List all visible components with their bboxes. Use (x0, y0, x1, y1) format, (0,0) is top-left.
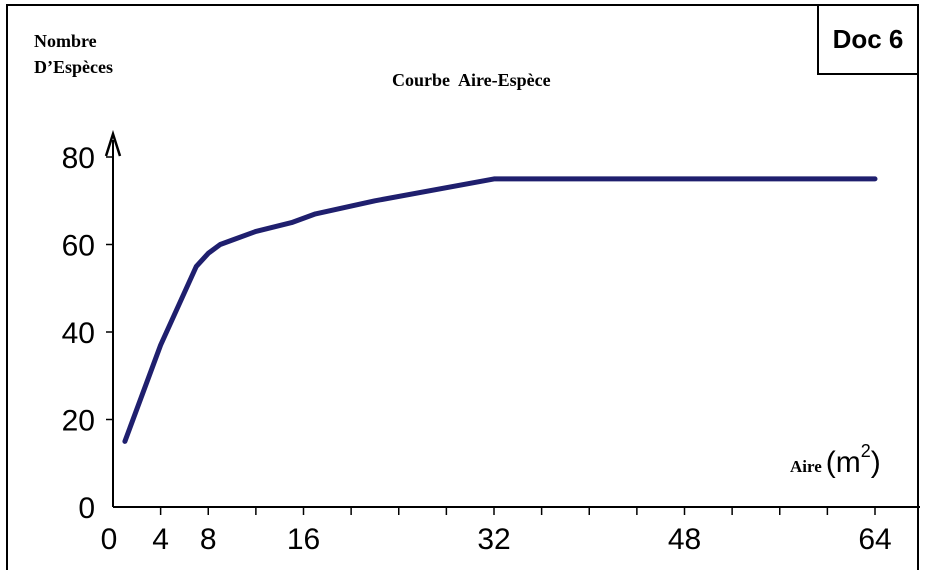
x-tick-label: 8 (200, 523, 217, 556)
y-tick-label: 80 (62, 142, 95, 175)
x-axis-label-text: Aire (790, 457, 822, 476)
y-axis-label-line-1: Nombre (34, 31, 97, 51)
x-tick-label: 48 (668, 523, 701, 556)
y-axis-label: Nombre D’Espèces (34, 28, 113, 80)
x-axis-unit: (m2) (825, 441, 881, 479)
y-tick-label: 0 (78, 492, 95, 525)
doc-label: Doc 6 (817, 4, 919, 75)
x-tick-label: 64 (858, 523, 891, 556)
y-tick-label: 60 (62, 230, 95, 263)
figure-frame (6, 4, 919, 570)
x-axis-unit-close: ) (870, 446, 881, 479)
x-tick-label: 4 (152, 523, 169, 556)
x-tick-label: 32 (477, 523, 510, 556)
x-tick-label: 16 (287, 523, 320, 556)
x-axis-unit-open: (m (825, 446, 861, 479)
x-axis-label: Aire (m2) (790, 441, 881, 480)
y-axis-arrow (104, 129, 122, 157)
series-line (122, 176, 878, 444)
x-axis-unit-exponent: 2 (860, 441, 871, 461)
y-tick-label: 40 (62, 317, 95, 350)
x-tick-label: 0 (101, 523, 118, 556)
y-axis-label-line-2: D’Espèces (34, 57, 113, 77)
y-tick-label: 20 (62, 405, 95, 438)
chart-title: Courbe Aire-Espèce (392, 70, 551, 90)
